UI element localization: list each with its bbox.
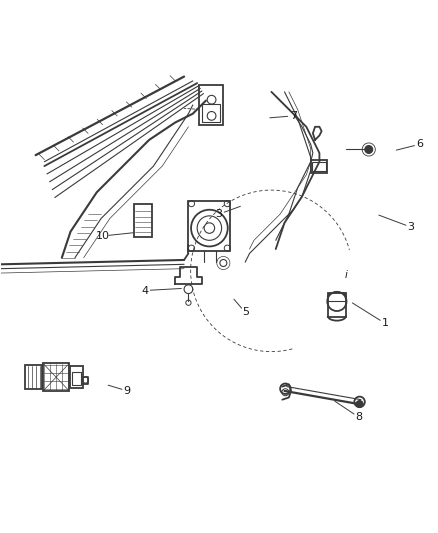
Text: 8: 8 [355, 412, 362, 422]
Text: 6: 6 [417, 139, 424, 149]
Bar [43, 364, 69, 391]
Text: 1: 1 [381, 318, 389, 328]
Circle shape [356, 400, 363, 408]
Bar [188, 201, 230, 251]
Text: 4: 4 [141, 286, 148, 295]
Text: 5: 5 [242, 308, 249, 317]
Bar [25, 365, 42, 389]
Bar [199, 85, 223, 125]
Bar [72, 372, 81, 385]
Bar [328, 293, 346, 317]
Text: 3: 3 [215, 209, 223, 219]
Bar [70, 366, 83, 388]
Bar [134, 204, 152, 237]
Text: 3: 3 [408, 222, 415, 232]
Bar [202, 104, 220, 122]
Bar [311, 160, 327, 173]
Circle shape [365, 146, 373, 154]
Bar [312, 162, 325, 171]
Text: 7: 7 [290, 111, 297, 121]
Text: 10: 10 [96, 231, 110, 241]
Text: i: i [344, 270, 347, 280]
Text: 9: 9 [124, 386, 131, 396]
